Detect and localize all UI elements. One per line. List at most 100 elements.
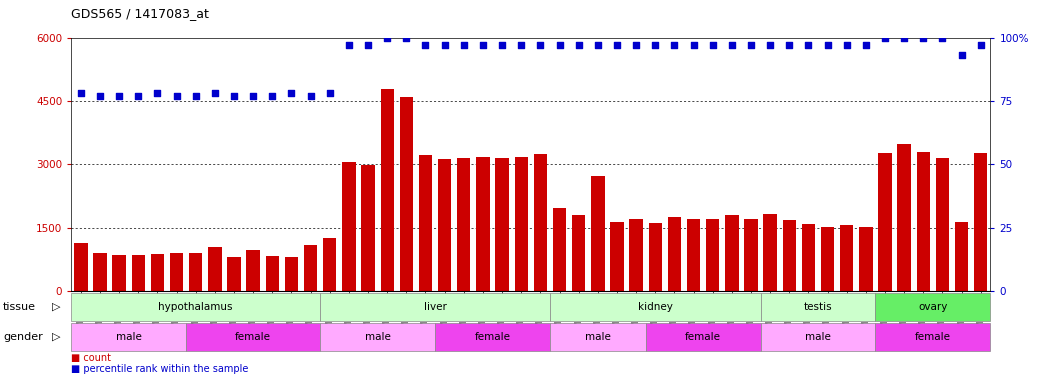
Bar [802, 224, 815, 291]
Point [359, 42, 376, 48]
Text: female: female [915, 332, 951, 342]
Point [800, 42, 816, 48]
Bar [550, 293, 761, 321]
Bar [362, 165, 375, 291]
Bar [71, 293, 321, 321]
Point [206, 90, 223, 96]
Bar [840, 225, 853, 291]
Bar [875, 322, 990, 351]
Text: male: male [805, 332, 831, 342]
Point [723, 42, 740, 48]
Point [417, 42, 434, 48]
Point [322, 90, 339, 96]
Point [609, 42, 626, 48]
Text: GDS565 / 1417083_at: GDS565 / 1417083_at [71, 8, 210, 21]
Point [704, 42, 721, 48]
Bar [93, 253, 107, 291]
Bar [71, 322, 187, 351]
Bar [343, 162, 355, 291]
Bar [821, 227, 834, 291]
Text: gender: gender [3, 332, 43, 342]
Bar [936, 158, 949, 291]
Text: female: female [235, 332, 271, 342]
Point [551, 42, 568, 48]
Bar [783, 220, 796, 291]
Point [283, 90, 300, 96]
Point [647, 42, 663, 48]
Point [111, 93, 128, 99]
Point [398, 34, 415, 40]
Point [877, 34, 894, 40]
Point [149, 90, 166, 96]
Bar [112, 255, 126, 291]
Point [762, 42, 779, 48]
Text: male: male [585, 332, 611, 342]
Bar [686, 219, 700, 291]
Bar [438, 159, 452, 291]
Bar [610, 222, 624, 291]
Point [685, 42, 702, 48]
Text: male: male [115, 332, 141, 342]
Bar [321, 293, 550, 321]
Point [91, 93, 108, 99]
Bar [646, 322, 761, 351]
Point [456, 42, 473, 48]
Text: female: female [475, 332, 510, 342]
Bar [897, 144, 911, 291]
Bar [875, 293, 990, 321]
Bar [170, 253, 183, 291]
Text: testis: testis [804, 302, 832, 312]
Text: male: male [365, 332, 391, 342]
Point [954, 52, 970, 58]
Bar [763, 214, 777, 291]
Bar [515, 157, 528, 291]
Bar [419, 155, 432, 291]
Text: ■ percentile rank within the sample: ■ percentile rank within the sample [71, 364, 248, 375]
Point [532, 42, 549, 48]
Bar [457, 158, 471, 291]
Bar [533, 154, 547, 291]
Bar [572, 215, 586, 291]
Bar [878, 153, 892, 291]
Bar [668, 217, 681, 291]
Text: liver: liver [423, 302, 446, 312]
Point [72, 90, 89, 96]
Bar [744, 219, 758, 291]
Text: ovary: ovary [918, 302, 947, 312]
Point [475, 42, 492, 48]
Bar [955, 222, 968, 291]
Point [570, 42, 587, 48]
Bar [974, 153, 987, 291]
Bar [761, 322, 875, 351]
Bar [476, 157, 489, 291]
Point [973, 42, 989, 48]
Point [781, 42, 798, 48]
Bar [74, 243, 88, 291]
Point [820, 42, 836, 48]
Bar [399, 97, 413, 291]
Bar [189, 253, 202, 291]
Point [628, 42, 645, 48]
Bar [553, 208, 566, 291]
Bar [649, 223, 662, 291]
Point [168, 93, 184, 99]
Bar [209, 247, 221, 291]
Bar [706, 219, 719, 291]
Bar [761, 293, 875, 321]
Bar [265, 256, 279, 291]
Text: hypothalamus: hypothalamus [158, 302, 233, 312]
Bar [630, 219, 642, 291]
Bar [323, 238, 336, 291]
Point [378, 34, 395, 40]
Text: ▷: ▷ [52, 302, 61, 312]
Point [743, 42, 760, 48]
Point [589, 42, 606, 48]
Bar [304, 245, 318, 291]
Bar [380, 89, 394, 291]
Point [341, 42, 357, 48]
Point [188, 93, 204, 99]
Bar [859, 227, 873, 291]
Point [245, 93, 262, 99]
Bar [725, 215, 739, 291]
Bar [435, 322, 550, 351]
